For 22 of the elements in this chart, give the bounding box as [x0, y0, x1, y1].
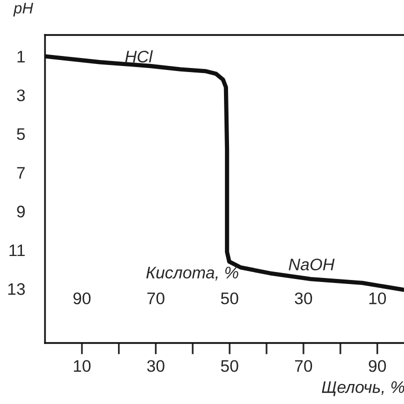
annotation: HCl: [125, 50, 153, 63]
y-axis-title: pH: [13, 2, 34, 17]
y-tick-label: 9: [17, 206, 25, 218]
x2-tick-label: 70: [147, 292, 164, 304]
x-tick-label: 50: [221, 360, 238, 372]
x2-tick-label: 30: [294, 292, 312, 304]
x-tick-label: 70: [295, 360, 312, 372]
x2-tick-label: 50: [221, 292, 238, 304]
y-tick-label: 1: [18, 50, 25, 62]
x-axis-title: Щелочь, %: [322, 381, 404, 396]
x-tick-label: 30: [147, 360, 164, 372]
x2-tick-label: 90: [73, 292, 91, 304]
y-tick-label: 7: [17, 167, 25, 179]
x-tick-label: 90: [368, 360, 386, 372]
y-tick-label: 3: [16, 89, 25, 102]
y-tick-label: 11: [10, 244, 25, 256]
annotation: NaOH: [288, 258, 335, 270]
x2-axis-title: Кислота, %: [146, 266, 238, 280]
x2-tick-label: 10: [369, 292, 386, 304]
y-tick-label: 5: [16, 128, 25, 140]
y-tick-label: 13: [8, 283, 25, 295]
x-tick-label: 10: [74, 360, 91, 372]
